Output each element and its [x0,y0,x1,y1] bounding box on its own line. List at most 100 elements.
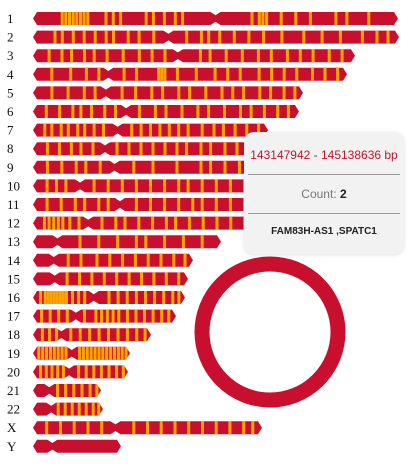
chromosome-band[interactable] [134,86,138,100]
chromosome-band[interactable] [159,253,163,267]
chromosome-band[interactable] [92,179,96,193]
chromosome-band[interactable] [311,49,315,63]
chromosome-band[interactable] [56,365,60,379]
chromosome-band[interactable] [43,216,46,230]
chromosome-band[interactable] [43,291,47,304]
chromosome-band[interactable] [100,216,104,230]
chromosome-band[interactable] [119,12,123,25]
chromosome-band[interactable] [262,105,266,118]
chromosome-band[interactable] [98,160,102,174]
chromosome-3[interactable]: 3 [7,48,355,63]
chromosome-band[interactable] [127,272,131,286]
chromosome-band[interactable] [153,291,157,304]
chromosome-band[interactable] [167,309,171,323]
chromosome-band[interactable] [122,67,126,81]
chromosome-band[interactable] [160,309,164,323]
chromosome-band[interactable] [121,365,125,379]
chromosome-band[interactable] [71,12,75,25]
chromosome-band[interactable] [86,12,90,25]
chromosome-band[interactable] [213,67,217,81]
chromosome-band[interactable] [55,328,59,342]
chromosome-band[interactable] [334,12,338,25]
chromosome-band[interactable] [167,123,171,137]
chromosome-band[interactable] [116,346,120,360]
chromosome-band[interactable] [109,346,113,360]
chromosome-band[interactable] [247,30,251,44]
chromosome-band[interactable] [163,67,167,81]
chromosome-band[interactable] [83,123,87,137]
chromosome-band[interactable] [97,235,101,249]
chromosome-band[interactable] [132,160,136,174]
chromosome-band[interactable] [77,365,81,379]
chromosome-band[interactable] [97,328,101,342]
chromosome-band[interactable] [52,346,56,360]
chromosome-band[interactable] [177,179,181,193]
chromosome-band[interactable] [257,67,261,81]
chromosome-band[interactable] [86,421,90,435]
chromosome-8[interactable]: 8 [7,141,273,156]
chromosome-band[interactable] [320,30,324,44]
chromosome-band[interactable] [375,30,379,44]
chromosome-band[interactable] [139,142,143,156]
chromosome-band[interactable] [199,142,203,156]
chromosome-band[interactable] [81,346,85,360]
chromosome-band[interactable] [69,142,73,156]
chromosome-band[interactable] [367,12,371,25]
chromosome-band[interactable] [103,105,107,118]
chromosome-band[interactable] [137,216,141,230]
chromosome-band[interactable] [149,123,152,137]
chromosome-band[interactable] [212,123,216,137]
chromosome-band[interactable] [44,105,48,118]
chromosome-band[interactable] [161,86,165,100]
chromosome-band[interactable] [151,160,155,174]
chromosome-band[interactable] [106,198,110,211]
chromosome-body[interactable] [33,216,263,230]
chromosome-band[interactable] [78,235,82,249]
chromosome-band[interactable] [73,198,77,211]
chromosome-band[interactable] [302,30,306,44]
chromosome-body[interactable] [33,49,355,63]
chromosome-band[interactable] [74,160,78,174]
chromosome-band[interactable] [196,105,200,118]
chromosome-band[interactable] [106,179,110,193]
chromosome-band[interactable] [158,123,162,137]
chromosome-band[interactable] [201,216,205,230]
chromosome-band[interactable] [327,49,331,63]
chromosome-band[interactable] [79,105,83,118]
chromosome-band[interactable] [59,198,63,211]
chromosome-band[interactable] [187,216,191,230]
chromosome-band[interactable] [258,86,262,100]
chromosome-band[interactable] [175,142,179,156]
chromosome-band[interactable] [163,49,167,63]
chromosome-band[interactable] [121,253,125,267]
chromosome-x[interactable]: X [7,420,262,435]
chromosome-band[interactable] [37,346,41,360]
chromosome-band[interactable] [45,142,49,156]
chromosome-band[interactable] [240,49,244,63]
chromosome-band[interactable] [60,49,64,63]
chromosome-band[interactable] [163,198,167,211]
chromosome-band[interactable] [45,421,49,435]
chromosome-band[interactable] [172,253,176,267]
chromosome-band[interactable] [97,402,101,416]
chromosome-band[interactable] [135,67,139,81]
chromosome-band[interactable] [134,179,138,193]
chromosome-band[interactable] [82,12,86,25]
chromosome-band[interactable] [120,86,124,100]
chromosome-band[interactable] [294,12,298,25]
chromosome-band[interactable] [151,309,155,323]
chromosome-band[interactable] [57,142,61,156]
chromosome-band[interactable] [120,179,124,193]
chromosome-band[interactable] [214,179,218,193]
chromosome-band[interactable] [199,30,203,44]
chromosome-band[interactable] [48,309,52,323]
chromosome-band[interactable] [64,346,68,360]
chromosome-band[interactable] [68,12,71,25]
chromosome-band[interactable] [386,30,390,44]
chromosome-band[interactable] [134,291,138,304]
chromosome-band[interactable] [117,309,121,323]
chromosome-band[interactable] [84,160,88,174]
chromosome-band[interactable] [101,346,105,360]
chromosome-band[interactable] [162,12,166,25]
chromosome-band[interactable] [242,421,246,435]
